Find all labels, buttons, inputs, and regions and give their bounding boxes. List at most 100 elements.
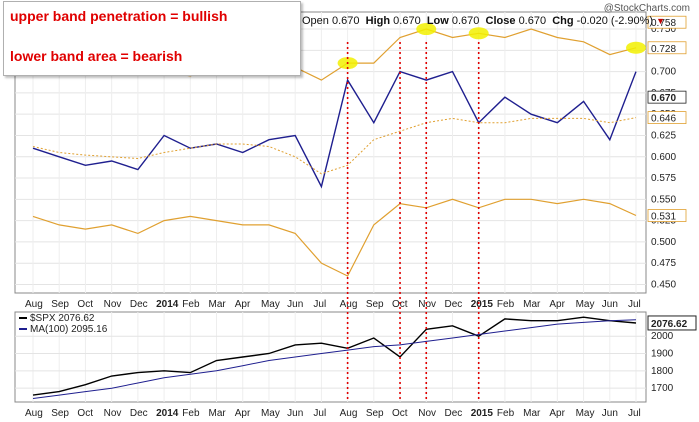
legend-entry: MA(100) 2095.16 [30,324,108,335]
y-tick-label: 1700 [651,383,674,394]
lower-band-line [32,198,637,277]
price-label: 0.728 [651,44,676,55]
x-tick-label: Feb [182,299,200,310]
price-label-box [647,15,687,29]
x-tick-label: Nov [418,299,436,310]
x-tick-label: Sep [51,299,69,310]
x-tick-label: May [261,299,280,310]
low-value: 0.670 [451,15,480,27]
x-tick-label: Mar [209,299,227,310]
x-tick-label: Sep [51,408,69,419]
price-label-box [647,111,687,124]
close-value: 0.670 [518,15,547,27]
indicator-y-axis: 0.4500.4750.5000.5250.5500.5750.6000.625… [647,15,687,290]
indicator-x-axis: Aug Sep Oct Nov Dec 2014 Feb Mar Apr May Jun Jul Aug… [25,299,641,310]
x-tick-label: Sep [366,408,384,419]
x-tick-label: Aug [340,299,358,310]
x-tick-label: Oct [392,408,408,419]
indicator-series [32,28,637,277]
x-tick-label: May [576,408,595,419]
x-tick-label: Feb [497,299,515,310]
x-tick-label: Jun [602,299,618,310]
x-tick-label: Jun [287,408,303,419]
x-tick-label: Jul [313,299,326,310]
x-tick-label: Aug [25,408,43,419]
highlight-marker [626,41,646,54]
x-tick-label: Apr [549,299,565,310]
ma100-line [32,319,637,399]
y-tick-label: 0.625 [651,130,676,141]
price-label: 0.531 [651,212,676,223]
highlight-marker [468,27,489,40]
x-tick-label: May [576,299,595,310]
x-tick-label: Sep [366,299,384,310]
x-tick-label: 2014 [156,299,179,310]
middle-band-line [32,117,637,175]
highlight-marker [416,23,437,36]
x-tick-label: Oct [77,408,93,419]
close-label: Close [485,15,516,27]
price-label-box [647,90,687,104]
chg-label: Chg [552,15,574,27]
down-triangle-icon: ▼ [656,16,666,26]
x-tick-label: Nov [418,408,436,419]
price-label: 0.646 [651,114,676,125]
price-label-box [647,41,687,55]
x-tick-label: Mar [523,408,541,419]
x-tick-label: Jun [602,408,618,419]
y-tick-label: 1800 [651,366,674,377]
annotation-bearish: lower band area = bearish [10,48,183,64]
y-tick-label: 0.550 [651,194,676,205]
price-label: 0.758 [651,18,676,29]
low-label: Low [426,15,449,27]
x-tick-label: 2014 [156,408,179,419]
price-label-box [647,315,697,331]
x-tick-label: Apr [549,408,565,419]
y-tick-label: 0.575 [651,173,676,184]
chg-value: -0.020 (-2.90%) [576,15,654,27]
x-tick-label: Jul [313,408,326,419]
x-tick-label: 2015 [471,299,494,310]
y-tick-label: 0.450 [651,279,676,290]
spx-x-axis: Aug Sep Oct Nov Dec 2014 Feb Mar Apr May Jun Jul Aug… [25,408,641,419]
high-value: 0.670 [393,15,421,27]
x-tick-label: Dec [444,299,462,310]
x-tick-label: Oct [392,299,408,310]
x-tick-label: Feb [497,408,515,419]
annotation-bullish: upper band penetration = bullish [10,8,228,24]
y-tick-label: 2000 [651,331,674,342]
y-tick-label: 1900 [651,349,674,360]
annotation-box: upper band penetration = bullish lower b… [3,1,301,76]
y-tick-label: 0.750 [651,24,676,35]
x-tick-label: Jul [628,408,641,419]
x-tick-label: Mar [209,408,227,419]
x-tick-label: Feb [182,408,200,419]
x-tick-label: May [261,408,280,419]
y-tick-label: 0.500 [651,237,676,248]
x-tick-label: Jun [287,299,303,310]
x-tick-label: Dec [130,408,148,419]
y-tick-label: 0.700 [651,67,676,78]
spx-series [32,316,637,399]
x-tick-label: Apr [235,299,251,310]
x-tick-label: Oct [77,299,93,310]
price-label: 0.670 [651,93,676,104]
x-tick-label: Apr [235,408,251,419]
x-tick-label: Dec [130,299,148,310]
x-tick-label: Mar [523,299,541,310]
spx-gridlines [15,312,646,402]
price-label-box [647,209,687,222]
price-label: 2076.62 [651,319,688,330]
y-tick-label: 0.600 [651,152,676,163]
x-tick-label: Dec [444,408,462,419]
spx-line [32,316,637,396]
legend-entry: $SPX 2076.62 [30,313,95,324]
open-value: 0.670 [331,15,360,27]
open-label: Open [302,15,329,27]
event-vertical-lines [346,42,480,402]
high-label: High [365,15,391,27]
x-tick-label: Nov [104,408,122,419]
x-tick-label: Aug [25,299,43,310]
